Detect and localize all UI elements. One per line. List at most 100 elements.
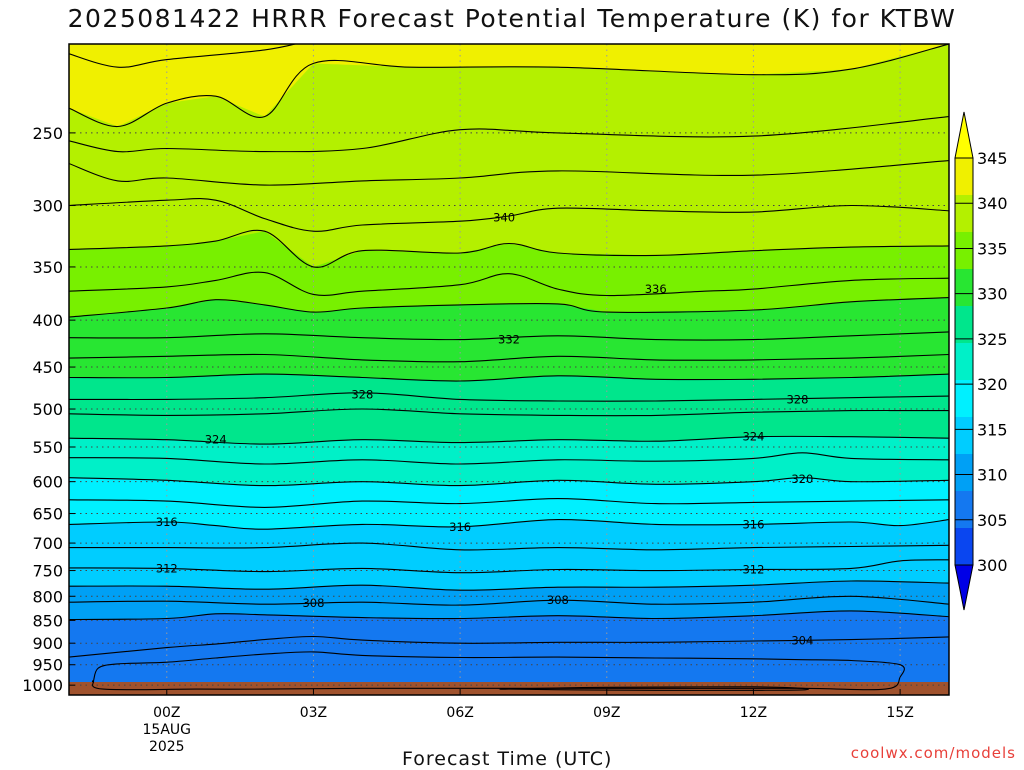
contour-line-324 [69, 435, 949, 445]
contour-labels: 340 336 332 328 328 324 324 320 316 316 316 312 312 3… [156, 210, 814, 647]
contour-line-310 [69, 580, 949, 591]
contour-line-328 [69, 392, 949, 402]
contour-label-text: 316 [156, 515, 178, 529]
contour-label-text: 308 [302, 596, 324, 610]
contour-line-341 [69, 160, 949, 186]
contour-label: 336 [645, 282, 667, 296]
colorbar-label: 340 [977, 194, 1008, 213]
contour-label: 340 [493, 210, 515, 224]
contour-label: 320 [791, 472, 813, 486]
contour-line-336 [69, 271, 949, 297]
contour-label: 332 [498, 333, 520, 347]
contour-label: 328 [786, 392, 808, 406]
contour-line-322 [69, 452, 949, 465]
contour-label-text: 340 [493, 210, 515, 224]
y-tick-label: 750 [32, 562, 63, 581]
contour-line-304 [69, 635, 949, 658]
colorbar-label: 315 [977, 420, 1008, 439]
colorbar-label: 305 [977, 511, 1008, 530]
band-fill [92, 651, 905, 690]
contour-label-text: 308 [547, 593, 569, 607]
colorbar-label: 320 [977, 375, 1008, 394]
x-tick-sublabel: 15AUG [143, 722, 192, 738]
contour-line-342 [69, 116, 949, 153]
x-tick-label: 00Z [153, 705, 180, 721]
colorbar-max-arrow [954, 111, 974, 159]
contour-line-345 [69, 44, 298, 68]
colorbar-label: 335 [977, 239, 1008, 258]
chart-title: 2025081422 HRRR Forecast Potential Tempe… [67, 4, 957, 33]
colorbar-swatch [955, 380, 973, 418]
x-tick-label: 12Z [740, 705, 767, 721]
contour-label: 308 [302, 596, 324, 610]
contour-label: 316 [156, 515, 178, 529]
x-tick-label: 03Z [300, 705, 327, 721]
y-tick-label: 350 [32, 258, 63, 277]
colorbar: 300 305 310 315 320 325 330 335 340 345 [954, 111, 1008, 611]
colorbar-label: 310 [977, 466, 1008, 485]
colorbar-swatch [955, 343, 973, 381]
colorbar-label: 330 [977, 285, 1008, 304]
x-tick-label: 15Z [886, 705, 913, 721]
x-tick-label: 06Z [446, 705, 473, 721]
contour-label-text: 320 [791, 472, 813, 486]
y-tick-label: 700 [32, 534, 63, 553]
colorbar-swatch [955, 158, 973, 196]
contour-line-338 [69, 229, 949, 268]
contour-lines [69, 44, 949, 691]
contour-line-303 [91, 651, 905, 691]
contour-label-text: 324 [742, 430, 764, 444]
colorbar-swatch [955, 195, 973, 233]
contour-line-316 [69, 519, 949, 530]
contour-line-312 [69, 559, 949, 574]
colorbar-swatch [955, 417, 973, 455]
contour-line-314 [69, 542, 949, 551]
colorbar-swatch [955, 269, 973, 307]
contour-label: 324 [742, 430, 764, 444]
contour-line-320 [69, 477, 949, 487]
contour-label: 316 [742, 517, 764, 531]
colorbar-swatch [955, 306, 973, 344]
contour-label-text: 316 [449, 520, 471, 534]
contour-label: 308 [547, 593, 569, 607]
contour-line-334 [69, 297, 949, 318]
axes: 250 300 350 400 450 500 550 600 650 700 750 800 850 9… [22, 43, 950, 755]
contour-label-text: 312 [156, 561, 178, 575]
contour-line-326 [69, 408, 949, 417]
y-tick-label: 300 [32, 197, 63, 216]
x-tick-sublabel: 2025 [149, 739, 185, 755]
colorbar-swatch [955, 232, 973, 270]
contour-label-text: 332 [498, 333, 520, 347]
contour-line-301 [499, 686, 809, 691]
colorbar-label: 325 [977, 330, 1008, 349]
x-axis-label: Forecast Time (UTC) [402, 748, 613, 770]
contour-line-308 [69, 595, 949, 606]
y-tick-label: 600 [32, 473, 63, 492]
contour-label: 312 [156, 561, 178, 575]
contour-label-text: 316 [742, 517, 764, 531]
contour-line-329 [69, 373, 949, 382]
contour-line-332 [69, 331, 949, 341]
y-tick-label: 900 [32, 634, 63, 653]
contour-line-318 [69, 498, 949, 508]
contour-label-text: 328 [786, 392, 808, 406]
contour-label: 324 [205, 433, 227, 447]
credit-link[interactable]: coolwx.com/models [850, 744, 1016, 762]
colorbar-label: 345 [977, 149, 1008, 168]
contour-label-text: 324 [205, 433, 227, 447]
y-tick-label: 1000 [22, 676, 63, 695]
y-tick-label: 800 [32, 587, 63, 606]
contour-label-text: 304 [791, 634, 813, 648]
colorbar-swatch [955, 528, 973, 566]
plot-frame [68, 43, 950, 696]
x-tick-label: 09Z [593, 705, 620, 721]
y-tick-label: 500 [32, 400, 63, 419]
contour-label-text: 336 [645, 282, 667, 296]
colorbar-swatch [955, 491, 973, 529]
colorbar-swatch [955, 454, 973, 492]
contour-label: 316 [449, 520, 471, 534]
filled-contours [69, 44, 949, 695]
contour-label: 304 [791, 634, 813, 648]
y-tick-label: 250 [32, 124, 63, 143]
y-tick-label: 550 [32, 438, 63, 457]
